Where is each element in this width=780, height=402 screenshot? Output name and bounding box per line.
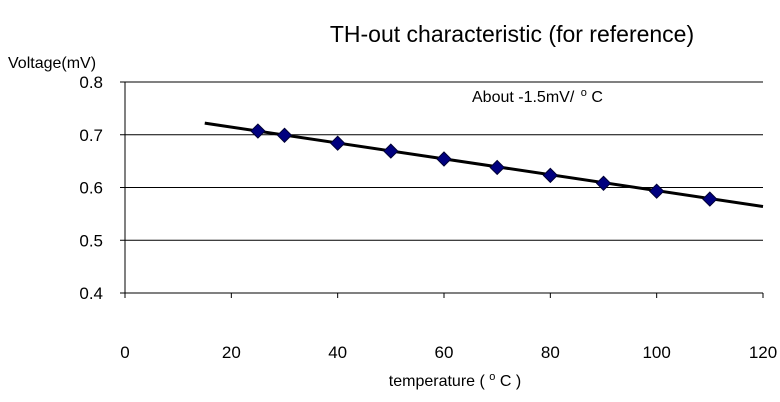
data-point-9 (702, 191, 718, 207)
data-point-5 (489, 159, 505, 176)
x-axis-label-degree: o (489, 371, 495, 383)
x-axis-label-open: ( (480, 373, 486, 390)
data-point-2 (329, 135, 346, 151)
data-point-1 (276, 127, 293, 143)
slope-annotation: About -1.5mV/ o C (472, 83, 603, 106)
y-tick-label-4: 0.8 (79, 73, 103, 92)
chart-title: TH-out characteristic (for reference) (330, 21, 694, 47)
x-axis-label-close: ) (516, 373, 521, 390)
x-axis-label: temperature ( o C ) (389, 367, 521, 390)
data-point-4 (436, 151, 452, 167)
data-point-6 (542, 167, 559, 184)
slope-annotation-main: About -1.5mV/ (472, 89, 575, 106)
x-axis-label-unit: C (500, 373, 512, 390)
x-tick-label-1: 20 (222, 343, 241, 362)
x-tick-label-6: 120 (749, 343, 777, 362)
y-axis-ticks: 0.4 0.5 0.6 0.7 0.8 (79, 73, 125, 303)
x-axis-ticks: 0 20 40 60 80 100 120 (120, 293, 777, 362)
x-tick-label-0: 0 (120, 343, 129, 362)
data-markers (250, 123, 718, 207)
x-tick-label-5: 100 (642, 343, 670, 362)
x-tick-label-3: 60 (435, 343, 454, 362)
data-point-8 (648, 183, 665, 199)
slope-annotation-degree: o (581, 87, 587, 99)
y-axis-label: Voltage(mV) (8, 55, 96, 72)
slope-annotation-unit: C (591, 89, 603, 106)
y-tick-label-3: 0.7 (79, 126, 103, 145)
data-point-0 (250, 123, 266, 139)
data-point-7 (595, 175, 612, 191)
y-tick-label-1: 0.5 (79, 231, 103, 250)
data-point-3 (383, 143, 399, 159)
x-axis-label-main: temperature (389, 373, 475, 390)
x-tick-label-4: 80 (541, 343, 560, 362)
trendline-group (204, 121, 764, 208)
y-tick-label-2: 0.6 (79, 179, 103, 198)
y-tick-label-0: 0.4 (79, 284, 103, 303)
x-tick-label-2: 40 (328, 343, 347, 362)
trendline (204, 121, 764, 208)
